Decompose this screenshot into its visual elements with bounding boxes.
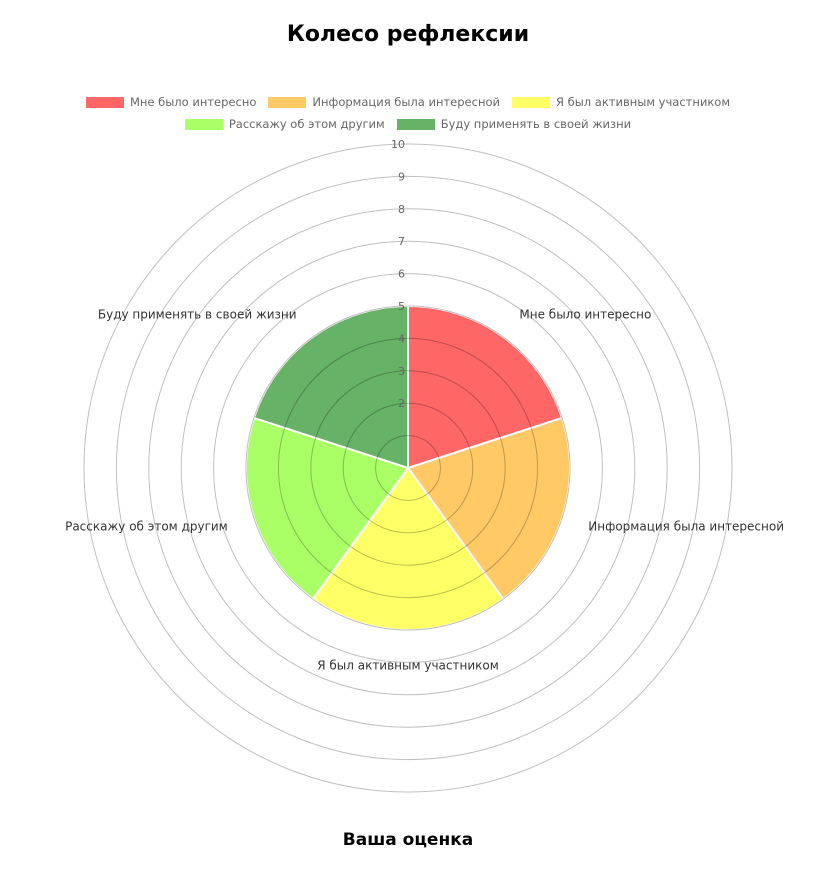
category-label: Информация была интересной (588, 520, 784, 534)
polar-segment[interactable] (252, 304, 409, 470)
tick-label: 7 (398, 235, 405, 248)
grid-circle (342, 402, 474, 534)
category-label: Расскажу об этом другим (65, 520, 228, 534)
grid-circle (180, 240, 636, 696)
grid-circle (148, 208, 668, 728)
tick-label: 4 (398, 332, 405, 345)
chart-title: Колесо рефлексии (286, 22, 530, 47)
legend-item[interactable]: Информация была интересной (268, 95, 500, 109)
legend-item[interactable]: Буду применять в своей жизни (396, 117, 632, 131)
tick-label: 6 (398, 268, 405, 281)
legend-swatch (184, 118, 223, 130)
legend-label: Я был активным участником (555, 95, 731, 109)
legend-item[interactable]: Мне было интересно (85, 95, 257, 109)
tick-label: 3 (398, 365, 405, 378)
tick-label: 5 (398, 300, 405, 313)
category-label: Мне было интересно (519, 308, 651, 322)
category-label: Я был активным участником (317, 659, 499, 673)
legend-label: Буду применять в своей жизни (440, 117, 632, 131)
legend-item[interactable]: Я был активным участником (511, 95, 731, 109)
legend-label: Мне было интересно (129, 95, 257, 109)
ticks-group: 2 3 4 5 6 7 8 9 10 (391, 138, 405, 410)
legend-label: Информация была интересной (312, 95, 500, 109)
polar-segment[interactable] (311, 466, 505, 631)
tick-label: 8 (398, 203, 405, 216)
legend-swatch (85, 96, 124, 108)
tick-label: 2 (398, 397, 405, 410)
legend-swatch (511, 96, 550, 108)
grid-circle (213, 273, 603, 663)
grid-circle (310, 370, 506, 566)
legend-row-1: Мне было интересно Информация была интер… (0, 91, 816, 113)
segments-group (245, 304, 571, 631)
tick-label: 9 (398, 170, 405, 183)
polar-segment[interactable] (245, 416, 410, 601)
grid-circle (375, 435, 441, 501)
legend-swatch (396, 118, 435, 130)
legend: Мне было интересно Информация была интер… (0, 91, 816, 135)
tick-label: 10 (391, 138, 405, 151)
category-label: Буду применять в своей жизни (98, 308, 297, 322)
category-labels-group: Мне было интересно Информация была интере… (65, 308, 784, 673)
grid-circle (83, 143, 733, 793)
polar-segment[interactable] (407, 304, 564, 470)
footer-label: Ваша оценка (342, 830, 474, 850)
polar-segment[interactable] (406, 416, 571, 601)
grid-group (83, 143, 733, 793)
legend-swatch (268, 96, 307, 108)
legend-label: Расскажу об этом другим (228, 117, 385, 131)
legend-item[interactable]: Расскажу об этом другим (184, 117, 385, 131)
grid-circle (115, 175, 701, 761)
grid-circle (277, 337, 539, 599)
grid-circle (245, 305, 571, 631)
legend-row-2: Расскажу об этом другим Буду применять в… (0, 113, 816, 135)
